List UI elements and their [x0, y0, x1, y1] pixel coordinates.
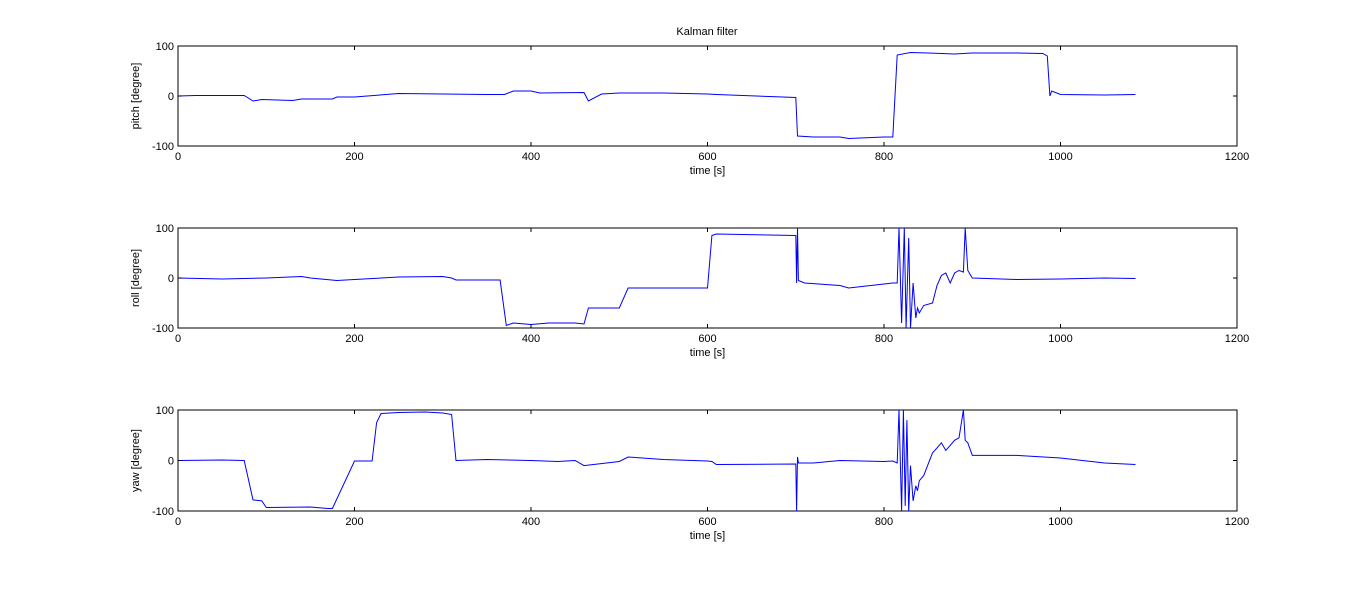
roll-plot-area — [177, 227, 1238, 329]
yaw-x-tick-label: 800 — [875, 516, 893, 528]
roll-y-tick-label: 0 — [168, 273, 174, 285]
pitch-y-tick-label: 100 — [156, 41, 174, 53]
pitch-plot-area — [177, 45, 1238, 147]
pitch-x-tick-label: 200 — [345, 151, 363, 163]
pitch-series-line — [178, 51, 1136, 140]
roll-y-axis-label: roll [degree] — [130, 249, 142, 307]
yaw-x-axis-label: time [s] — [690, 530, 725, 542]
yaw-x-tick-label: 200 — [345, 516, 363, 528]
roll-x-tick-label: 800 — [875, 333, 893, 345]
roll-y-tick-label: 100 — [156, 223, 174, 235]
yaw-x-tick-label: 0 — [175, 516, 181, 528]
pitch-x-tick-label: 0 — [175, 151, 181, 163]
roll-x-tick-label: 0 — [175, 333, 181, 345]
pitch-y-axis-label: pitch [degree] — [130, 63, 142, 130]
pitch-y-tick-label: -100 — [152, 141, 174, 153]
roll-series-line — [178, 228, 1136, 328]
roll-x-tick-label: 600 — [698, 333, 716, 345]
pitch-x-tick-label: 1200 — [1225, 151, 1249, 163]
roll-x-tick-label: 200 — [345, 333, 363, 345]
roll-x-axis-label: time [s] — [690, 347, 725, 359]
yaw-x-tick-label: 1200 — [1225, 516, 1249, 528]
yaw-y-tick-label: 0 — [168, 456, 174, 468]
roll-x-tick-label: 1200 — [1225, 333, 1249, 345]
pitch-x-tick-label: 400 — [522, 151, 540, 163]
pitch-y-tick-label: 0 — [168, 91, 174, 103]
pitch-x-tick-label: 1000 — [1048, 151, 1072, 163]
pitch-x-tick-label: 600 — [698, 151, 716, 163]
figure-title: Kalman filter — [676, 26, 737, 38]
yaw-x-tick-label: 600 — [698, 516, 716, 528]
roll-x-tick-label: 1000 — [1048, 333, 1072, 345]
yaw-y-tick-label: 100 — [156, 405, 174, 417]
roll-y-tick-label: -100 — [152, 323, 174, 335]
yaw-series-line — [178, 410, 1136, 511]
yaw-x-tick-label: 1000 — [1048, 516, 1072, 528]
pitch-x-tick-label: 800 — [875, 151, 893, 163]
yaw-y-tick-label: -100 — [152, 506, 174, 518]
yaw-y-axis-label: yaw [degree] — [130, 429, 142, 492]
yaw-x-tick-label: 400 — [522, 516, 540, 528]
pitch-x-axis-label: time [s] — [690, 165, 725, 177]
roll-x-tick-label: 400 — [522, 333, 540, 345]
